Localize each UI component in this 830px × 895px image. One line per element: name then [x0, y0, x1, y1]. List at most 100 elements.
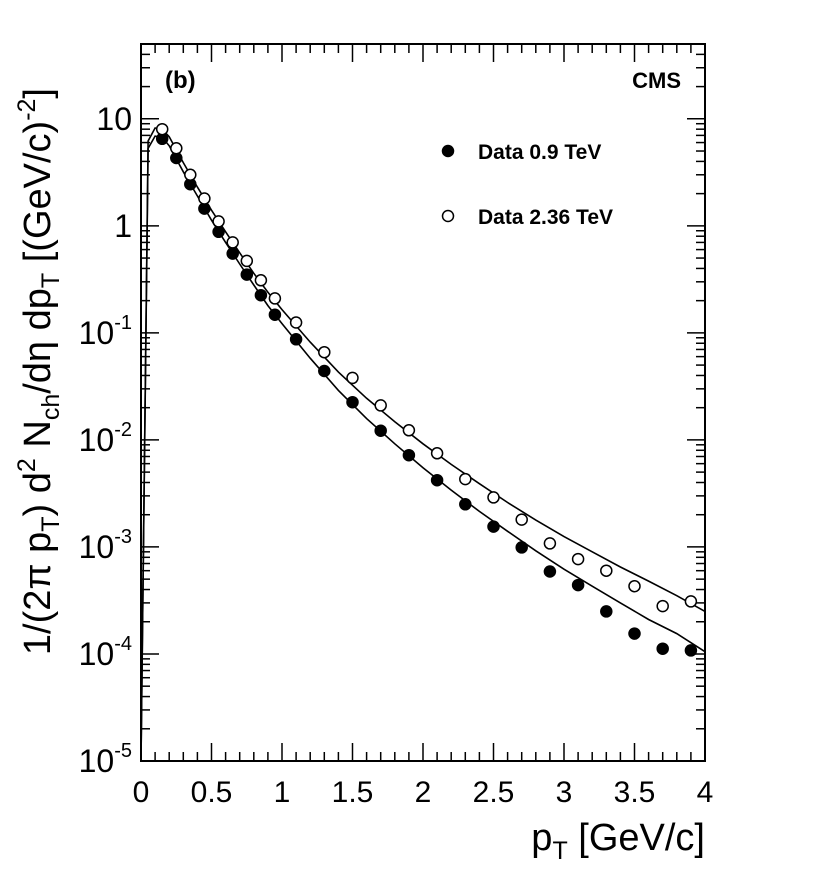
y-title-part-3: N: [17, 420, 59, 458]
data-point-2-36-tev: [318, 345, 331, 359]
y-tick-label: 10-5: [79, 740, 132, 779]
data-point-2-36-tev: [459, 472, 472, 486]
data-point-0-9-tev: [212, 225, 225, 239]
data-point-2-36-tev: [212, 215, 225, 228]
fit-curve-2-36-tev: [140, 127, 706, 762]
data-point-2-36-tev: [289, 316, 303, 329]
y-title-sub-2: ch: [37, 394, 65, 420]
y-tick-label-exponent: -4: [114, 633, 132, 655]
y-tick-label: 10-2: [79, 419, 132, 458]
y-tick-label-exponent: -2: [114, 419, 132, 441]
y-title-part-2: ) d: [17, 472, 59, 516]
data-point-0-9-tev: [268, 308, 282, 321]
y-title-sub-1: T: [37, 516, 65, 531]
data-point-0-9-tev: [600, 605, 613, 618]
data-point-2-36-tev: [184, 168, 197, 182]
experiment-label: CMS: [632, 68, 681, 93]
x-axis-title-rest: [GeV/c]: [568, 817, 705, 859]
y-tick-label-base: 10: [79, 636, 115, 672]
data-point-2-36-tev: [628, 579, 641, 593]
x-tick-label: 3: [556, 776, 573, 809]
data-point-0-9-tev: [318, 364, 331, 378]
data-point-2-36-tev: [155, 122, 169, 136]
y-tick-label-exponent: -3: [114, 526, 132, 548]
data-point-0-9-tev: [656, 642, 669, 655]
fit-curve-0-9-tev: [140, 135, 706, 762]
data-point-0-9-tev: [240, 268, 254, 281]
plot-frame: [140, 43, 706, 762]
y-tick-label: 10: [96, 101, 132, 137]
data-point-2-36-tev: [254, 274, 268, 287]
x-tick-label: 1: [274, 776, 291, 809]
data-point-2-36-tev: [268, 292, 282, 305]
y-tick-label: 10-1: [79, 312, 132, 351]
data-point-2-36-tev: [402, 424, 416, 437]
y-tick-label-exponent: -1: [114, 312, 132, 334]
y-axis-title: 1/(2π pT) d2 Nch/dη dpT [(GeV/c)-2]: [13, 88, 65, 655]
legend-label-2-36-tev: Data 2.36 TeV: [478, 206, 613, 229]
y-title-part-1: 1/(2π p: [17, 532, 59, 655]
x-axis-title-main: p: [531, 817, 552, 859]
data-point-0-9-tev: [487, 520, 500, 533]
panel-label: (b): [165, 67, 196, 94]
x-tick-label: 2: [415, 776, 432, 809]
data-point-0-9-tev: [459, 498, 472, 511]
legend-marker-0-9-tev: [441, 144, 455, 158]
legend-marker-2-36-tev: [441, 209, 455, 223]
y-tick-label-base: 10: [79, 422, 115, 458]
legend: Data 0.9 TeV Data 2.36 TeV: [441, 141, 613, 229]
data-point-0-9-tev: [289, 333, 303, 346]
y-tick-label: 10-3: [79, 526, 132, 565]
data-points: [155, 122, 698, 657]
y-title-exp-2: -2: [13, 99, 41, 121]
data-point-0-9-tev: [430, 473, 444, 487]
data-point-2-36-tev: [487, 491, 500, 504]
data-point-0-9-tev: [628, 627, 641, 640]
y-title-sub-3: T: [37, 273, 65, 288]
y-title-part-5: [(GeV/c): [17, 121, 59, 273]
data-point-2-36-tev: [515, 513, 528, 526]
data-point-0-9-tev: [374, 424, 387, 437]
data-point-2-36-tev: [170, 142, 183, 155]
y-tick-label-base: 10: [79, 743, 115, 779]
axis-ticks: [140, 43, 706, 762]
y-tick-label-exponent: -5: [114, 740, 132, 762]
data-point-0-9-tev: [515, 541, 528, 554]
legend-label-0-9-tev: Data 0.9 TeV: [478, 141, 601, 164]
y-tick-label: 10-4: [79, 633, 132, 672]
data-point-0-9-tev: [402, 448, 416, 462]
data-point-2-36-tev: [656, 599, 669, 613]
x-tick-label: 4: [697, 776, 714, 809]
y-title-part-4: /dη dp: [17, 288, 59, 394]
data-point-2-36-tev: [684, 595, 698, 608]
x-axis-title: pT [GeV/c]: [531, 817, 705, 865]
x-tick-label: 2.5: [473, 776, 515, 809]
x-tick-label: 1.5: [332, 776, 374, 809]
x-axis-title-sub: T: [552, 837, 567, 865]
data-point-0-9-tev: [543, 565, 557, 578]
data-point-2-36-tev: [226, 236, 239, 249]
data-point-2-36-tev: [198, 192, 211, 205]
x-tick-label: 3.5: [614, 776, 656, 809]
data-point-0-9-tev: [571, 578, 585, 592]
y-title-part-6: ]: [17, 88, 59, 99]
y-tick-label-base: 10: [79, 529, 115, 565]
y-tick-label-base: 10: [79, 315, 115, 351]
data-point-2-36-tev: [346, 371, 359, 385]
data-point-2-36-tev: [543, 537, 557, 550]
y-tick-label-base: 10: [96, 101, 132, 137]
y-tick-label-base: 1: [114, 208, 132, 244]
y-title-exp-1: 2: [13, 458, 41, 472]
x-tick-label: 0.5: [191, 776, 233, 809]
data-point-2-36-tev: [430, 447, 444, 460]
data-point-2-36-tev: [571, 552, 585, 566]
data-point-2-36-tev: [600, 564, 613, 577]
y-tick-label: 1: [114, 208, 132, 244]
data-point-0-9-tev: [254, 288, 268, 302]
data-point-0-9-tev: [684, 644, 698, 657]
data-point-2-36-tev: [374, 399, 387, 412]
data-point-0-9-tev: [226, 247, 239, 260]
data-point-0-9-tev: [346, 395, 359, 409]
